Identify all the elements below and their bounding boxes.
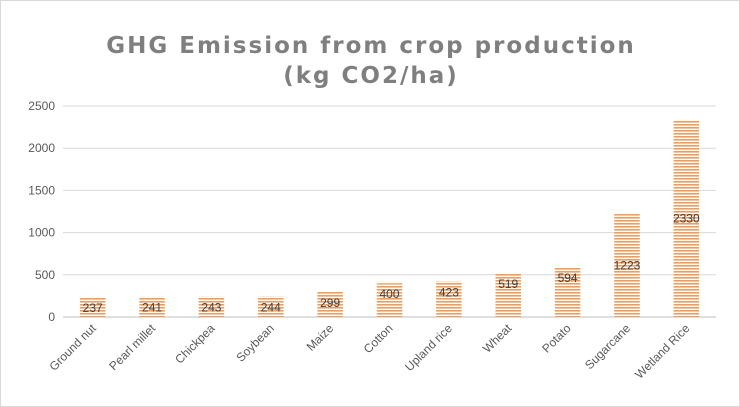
bar (436, 281, 462, 317)
bar (79, 296, 106, 317)
data-label: 1223 (614, 258, 641, 272)
y-tick-label: 1000 (28, 226, 55, 240)
y-tick-label: 0 (48, 310, 55, 324)
x-tick-label: Pearl millet (106, 321, 158, 373)
data-label: 519 (498, 277, 518, 291)
data-label: 423 (439, 285, 459, 299)
y-tick-label: 500 (35, 268, 55, 282)
bar (614, 213, 640, 317)
x-tick-label: Chickpea (172, 321, 218, 367)
x-tick-label: Maize (304, 321, 337, 354)
data-label: 241 (142, 301, 162, 315)
bar (198, 296, 225, 317)
bar (554, 266, 581, 317)
x-tick-label: Wetland Rice (632, 321, 692, 381)
bar (258, 296, 284, 317)
chart-title: GHG Emission from crop production (kg CO… (1, 31, 739, 91)
data-label: 237 (83, 301, 103, 315)
data-label: 299 (320, 296, 340, 310)
x-tick-label: Ground nut (46, 321, 99, 374)
bar (673, 120, 700, 318)
data-label: 243 (201, 300, 221, 314)
bar (317, 291, 343, 317)
x-tick-label: Sugarcane (582, 321, 633, 372)
data-label: 244 (261, 300, 281, 314)
x-tick-label: Cotton (361, 321, 396, 356)
y-tick-label: 1500 (28, 183, 55, 197)
bar (376, 283, 403, 317)
x-tick-label: Upland rice (402, 321, 455, 374)
y-tick-label: 2500 (28, 99, 55, 113)
chart-title-line-2: (kg CO2/ha) (283, 63, 459, 89)
data-label: 594 (558, 271, 578, 285)
chart-title-line-1: GHG Emission from crop production (106, 33, 636, 59)
data-label: 2330 (673, 212, 700, 226)
x-tick-label: Wheat (480, 321, 515, 356)
x-tick-label: Potato (539, 321, 574, 356)
data-label: 400 (379, 287, 399, 301)
bar (139, 296, 165, 317)
y-tick-label: 2000 (28, 141, 55, 155)
x-tick-label: Soybean (233, 321, 276, 364)
bar (495, 273, 521, 317)
